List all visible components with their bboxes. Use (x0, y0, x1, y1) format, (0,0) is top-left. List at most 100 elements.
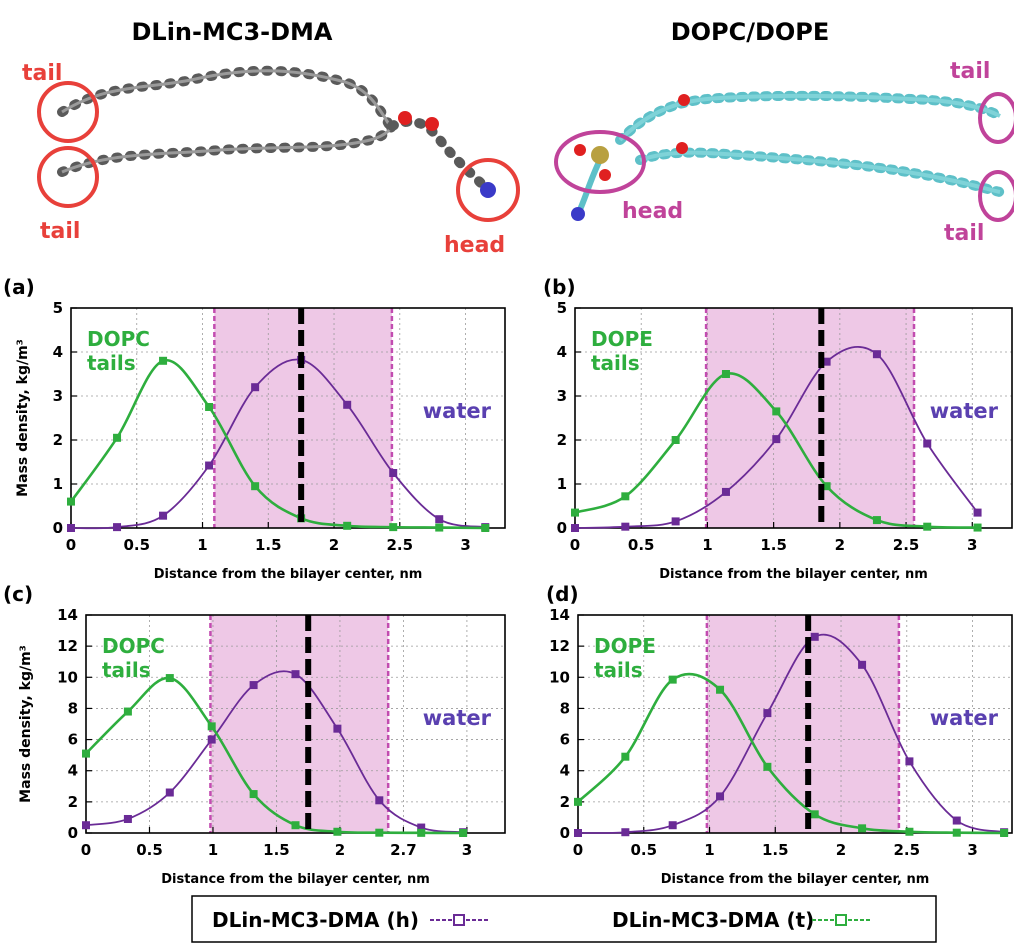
x-tick-label: 2 (835, 536, 845, 554)
data-point-t (858, 824, 867, 833)
x-tick-label: 1.5 (762, 841, 789, 859)
x-tick-label: 1 (702, 536, 712, 554)
data-point-h (249, 681, 258, 690)
x-tick-label: 0.5 (123, 536, 150, 554)
lipid-label-line2: tails (594, 658, 643, 682)
y-axis-label: Mass density, kg/m³ (15, 339, 31, 497)
y-tick-label: 4 (53, 343, 63, 361)
series-line-h (85, 670, 464, 834)
data-point-t (459, 829, 468, 837)
tail-label-right-bottom: tail (944, 221, 984, 246)
y-tick-label: 2 (68, 793, 78, 811)
x-tick-label: 2 (329, 536, 339, 554)
x-tick-label: 0.5 (136, 841, 163, 859)
y-tick-label: 8 (68, 699, 78, 717)
data-point-t (621, 492, 630, 501)
data-point-h (389, 469, 398, 477)
molecule-title-left: DLin-MC3-DMA (131, 18, 332, 46)
interface-region (210, 615, 389, 833)
x-axis-label: Distance from the bilayer center, nm (154, 567, 423, 582)
data-point-t (343, 521, 352, 530)
x-tick-label: 0 (570, 536, 580, 554)
legend-label-t: DLin-MC3-DMA (t) (612, 908, 814, 932)
data-point-t (291, 821, 300, 830)
y-tick-label: 0 (557, 519, 567, 537)
y-tick-label: 6 (68, 731, 78, 749)
data-point-h (207, 735, 216, 744)
series-line-t (69, 359, 486, 530)
y-axis-label: Mass density, kg/m³ (18, 645, 34, 803)
x-tick-label: 1.5 (263, 841, 290, 859)
tail-circle-right-bottom (978, 170, 1014, 222)
data-point-t (165, 674, 174, 683)
data-point-h (82, 821, 90, 830)
data-point-t (923, 522, 932, 531)
y-tick-label: 0 (68, 824, 78, 842)
series-line-t (577, 672, 1005, 835)
data-point-h (205, 461, 214, 470)
data-point-t (113, 433, 122, 442)
legend-label-h: DLin-MC3-DMA (h) (212, 908, 419, 932)
x-tick-label: 2.5 (893, 841, 920, 859)
y-tick-label: 10 (57, 668, 78, 686)
data-point-h (291, 670, 300, 679)
data-point-h (668, 821, 677, 830)
y-tick-label: 8 (560, 699, 570, 717)
x-tick-label: 0 (81, 841, 91, 859)
data-point-h (858, 660, 867, 669)
tail-circle-right-top (978, 92, 1014, 144)
data-point-t (251, 482, 260, 491)
x-tick-label: 2.5 (386, 536, 413, 554)
x-tick-label: 0.5 (630, 841, 657, 859)
data-point-h (435, 515, 444, 524)
panel-label: (d) (546, 582, 579, 606)
y-tick-label: 2 (53, 431, 63, 449)
tail-label-right-top: tail (950, 59, 990, 84)
data-point-h (159, 511, 168, 520)
interface-region (706, 308, 915, 528)
y-tick-label: 4 (557, 343, 567, 361)
data-point-t (721, 370, 730, 378)
legend: DLin-MC3-DMA (h) DLin-MC3-DMA (t) (191, 895, 937, 943)
data-point-t (973, 523, 982, 532)
y-tick-label: 4 (68, 762, 78, 780)
x-tick-label: 1 (704, 841, 714, 859)
y-tick-label: 5 (557, 299, 567, 317)
data-point-t (772, 407, 781, 416)
water-label: water (423, 399, 492, 423)
data-point-h (952, 816, 961, 825)
data-point-t (207, 722, 216, 731)
tail-label-left-top: tail (22, 61, 62, 86)
head-label-right: head (622, 199, 683, 224)
data-point-h (621, 522, 630, 531)
lipid-label: DOPC (87, 327, 150, 351)
series-line-h (70, 358, 486, 530)
x-tick-label: 2 (836, 841, 846, 859)
legend-swatch-marker (835, 914, 847, 926)
data-point-t (82, 749, 90, 758)
panel-label: (c) (3, 582, 33, 606)
head-circle-right (554, 130, 646, 194)
data-point-t (716, 685, 725, 694)
data-point-t (389, 523, 398, 532)
x-tick-label: 0 (573, 841, 583, 859)
data-point-t (1000, 829, 1009, 837)
data-point-t (810, 810, 819, 819)
data-point-t (481, 524, 490, 532)
x-tick-label: 2.7 (390, 841, 417, 859)
data-point-t (668, 675, 677, 684)
water-label: water (930, 399, 999, 423)
panel-label: (a) (3, 275, 35, 299)
y-tick-label: 10 (549, 668, 570, 686)
x-tick-label: 2.5 (893, 536, 920, 554)
data-point-t (249, 790, 258, 799)
x-tick-label: 1.5 (760, 536, 787, 554)
data-point-t (763, 762, 772, 771)
lipid-label: DOPC (102, 634, 165, 658)
data-point-h (671, 517, 680, 526)
data-point-h (123, 814, 132, 823)
x-tick-label: 3 (967, 536, 977, 554)
